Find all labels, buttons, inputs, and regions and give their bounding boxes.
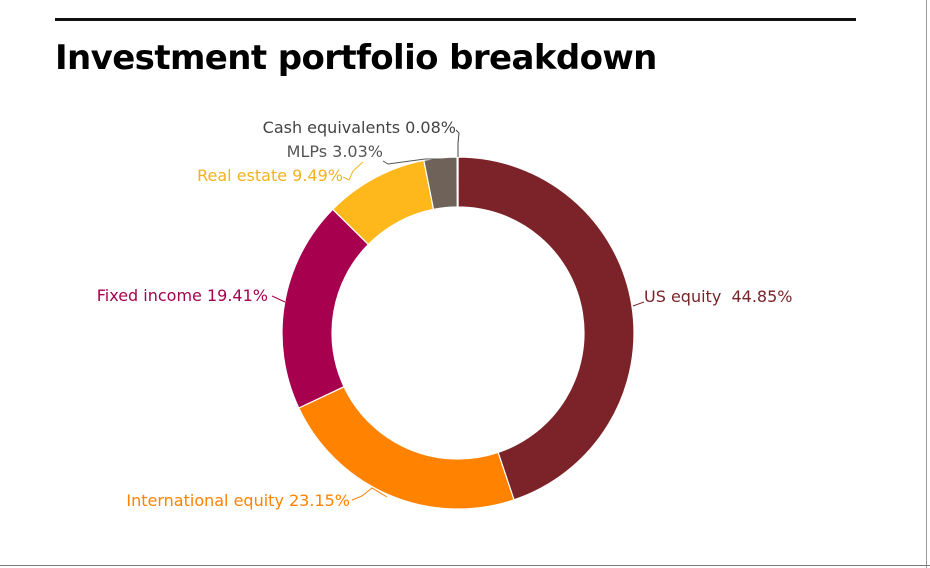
chart-title: Investment portfolio breakdown	[55, 38, 657, 78]
frame-bottom-edge	[0, 565, 930, 566]
label-leader-lines	[271, 129, 645, 501]
leader-line-real-estate	[342, 161, 364, 181]
label-mlps: MLPs 3.03%	[287, 142, 383, 161]
label-real-estate: Real estate 9.49%	[197, 166, 343, 185]
slice-cash-equivalents	[456, 156, 459, 208]
slice-fixed-income	[281, 208, 370, 409]
slice-labels: US equity 44.85% International equity 23.…	[97, 118, 793, 510]
label-international-equity: International equity 23.15%	[126, 491, 350, 510]
label-us-equity: US equity 44.85%	[644, 287, 792, 306]
slice-us-equity	[457, 156, 635, 501]
leader-line-mlps	[382, 158, 440, 165]
leader-line-cash-equivalents	[455, 129, 460, 157]
label-cash-equivalents: Cash equivalents 0.08%	[263, 118, 456, 137]
donut-slices	[281, 156, 635, 510]
leader-line-us-equity	[632, 301, 645, 307]
top-rule	[55, 18, 856, 21]
label-fixed-income: Fixed income 19.41%	[97, 286, 268, 305]
frame-right-edge	[926, 0, 927, 568]
leader-line-international-equity	[351, 487, 388, 501]
leader-line-fixed-income	[271, 295, 286, 303]
